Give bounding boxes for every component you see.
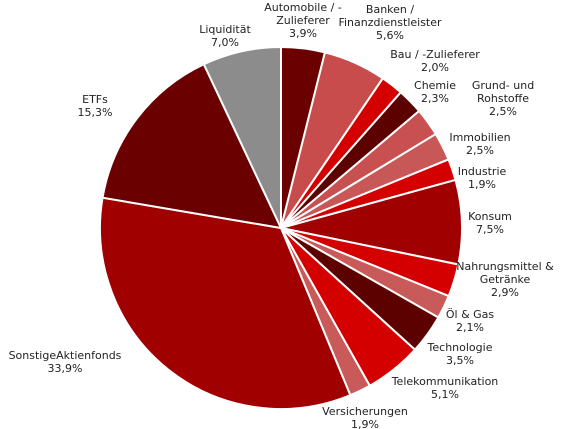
slice-value-label: 1,9% [351,418,379,429]
slice-label: Rohstoffe [477,92,529,105]
slice-value-label: 3,9% [289,27,317,40]
slice-value-label: 2,9% [491,286,519,299]
slice-value-label: 1,9% [468,178,496,191]
slice-label: Banken / [366,3,414,16]
slice-value-label: 2,5% [466,144,494,157]
slice-value-label: 2,5% [489,105,517,118]
slice-label: Chemie [414,79,456,92]
pie-slice [101,62,283,230]
slice-value-label: 3,5% [446,354,474,367]
slice-label: Nahrungsmittel & [456,260,554,273]
slice-value-label: 15,3% [78,106,113,119]
slice-value-label: 7,0% [211,36,239,49]
slice-label: Liquidität [199,23,251,36]
slice-label: Finanzdienstleister [338,16,442,29]
slice-label: Technologie [427,341,493,354]
slice-value-label: 2,0% [421,61,449,74]
slice-label: Grund- und [472,79,534,92]
slice-label: Getränke [480,273,531,286]
slice-label: Öl & Gas [446,308,495,321]
slice-label: ETFs [82,93,108,106]
slice-label: Bau / -Zulieferer [390,48,480,61]
slice-label: Industrie [458,165,507,178]
slice-value-label: 5,1% [431,388,459,401]
slice-label: Immobilien [449,131,510,144]
slice-value-label: 7,5% [476,223,504,236]
pie-slice [202,45,282,229]
slice-label: Versicherungen [322,405,408,418]
slice-value-label: 5,6% [376,29,404,42]
slice-value-label: 33,9% [48,362,83,375]
slice-label: Konsum [468,210,512,223]
slice-value-label: 2,3% [421,92,449,105]
slice-label: Zulieferer [276,14,330,27]
slice-label: Telekommunikation [391,375,499,388]
slice-label: SonstigeAktienfonds [9,349,122,362]
slice-label: Automobile / - [264,1,342,14]
pie-slice [99,196,352,410]
slice-value-label: 2,1% [456,321,484,334]
